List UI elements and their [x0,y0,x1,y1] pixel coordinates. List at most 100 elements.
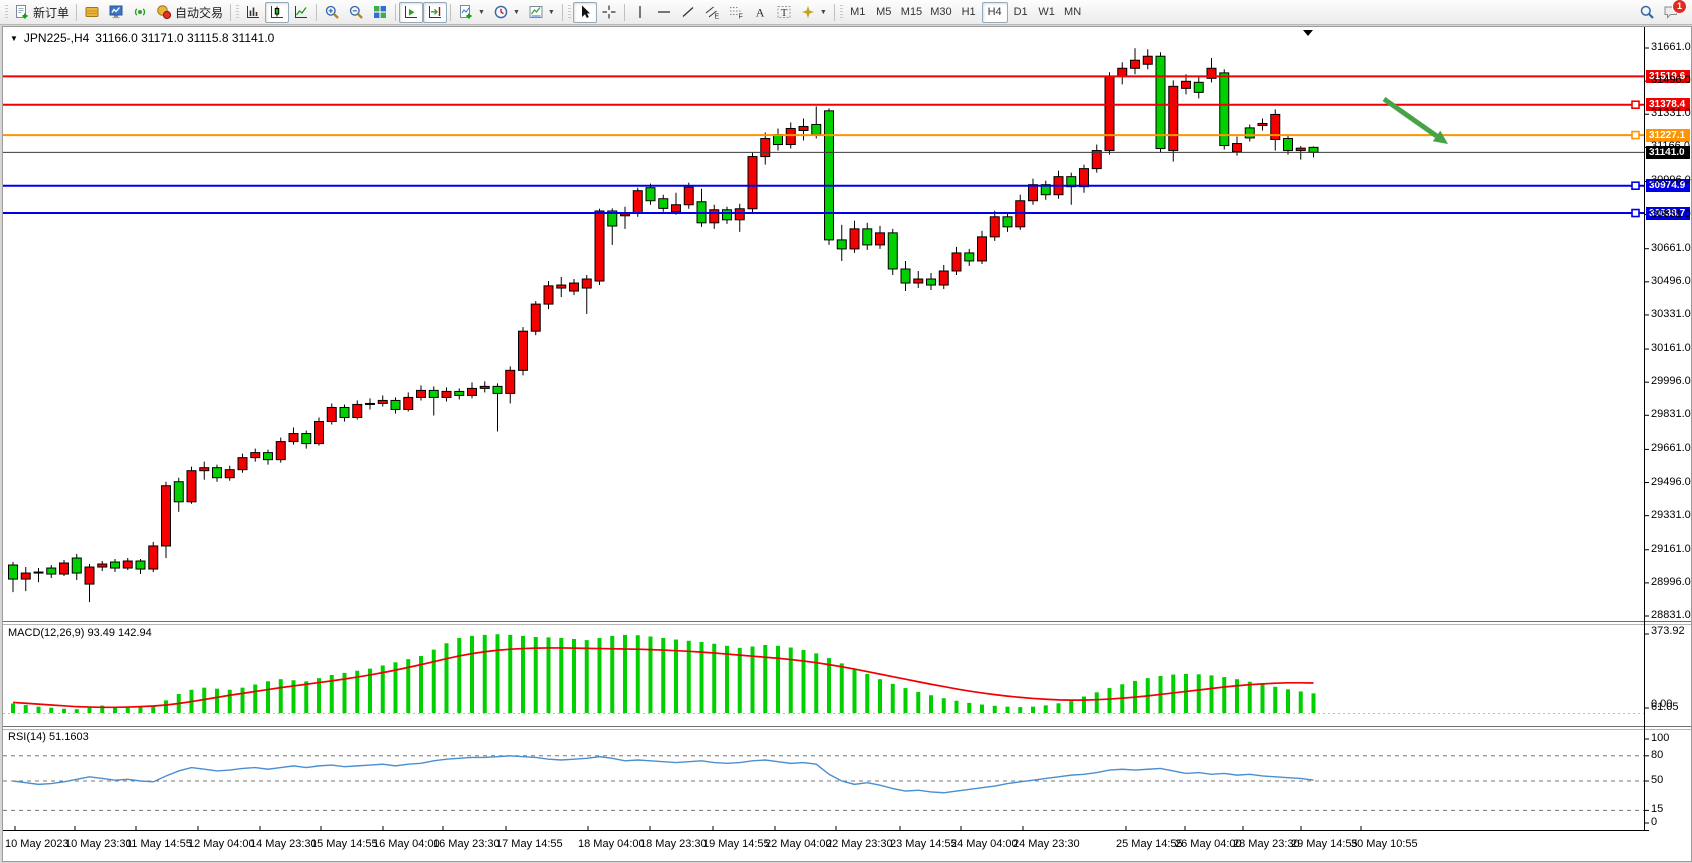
cursor-button[interactable] [572,1,597,23]
line-chart-button[interactable] [289,2,313,23]
price-line-label: 31378.4 [1646,98,1690,112]
fibonacci-button[interactable]: F [724,2,748,23]
timeframe-h1-button[interactable]: H1 [956,2,982,23]
time-axis-label: 15 May 14:55 [311,838,378,850]
auto-scroll-icon [405,6,418,18]
timeframe-d1-button[interactable]: D1 [1008,2,1034,23]
arrows-shapes-button[interactable]: ▼ [796,2,831,23]
dropdown-caret: ▼ [512,8,520,16]
price-line-label: 30838.7 [1646,206,1690,220]
cursor-icon [581,5,590,18]
time-axis-label: 28 May 23:30 [1233,838,1300,850]
price-tick-label: 31496.0 [1651,74,1691,87]
equidistant-channel-button[interactable]: E [700,2,724,23]
toolbar-grip [567,4,571,20]
text-label-button[interactable]: T [772,2,796,23]
market-watch-button[interactable] [80,2,104,23]
price-lines[interactable] [3,75,1644,218]
signal-icon [134,8,146,16]
new-order-label: 新订单 [33,5,70,20]
rsi-axis-label: 80 [1651,748,1664,761]
time-axis-label: 18 May 23:30 [640,838,707,850]
price-tick-label: 31331.0 [1651,107,1691,120]
zoom-out-button[interactable] [344,2,368,23]
crosshair-icon [602,5,616,19]
notifications-button[interactable]: 1 [1659,0,1687,23]
auto-scroll-button[interactable] [399,1,424,23]
price-line-label: 31519.6 [1646,69,1690,83]
price-ticks [1644,47,1649,824]
timeframe-m30-button[interactable]: M30 [926,2,955,23]
data-window-button[interactable] [104,2,128,23]
separator [316,3,318,21]
new-order-button[interactable]: 新订单 [10,2,73,23]
trend-arrow[interactable] [1382,96,1448,144]
price-line-label: 30974.9 [1646,179,1690,193]
autotrading-button[interactable]: 自动交易 [152,2,227,23]
toolbar: 新订单 自动交易 ▼ ▼ [0,0,1692,25]
time-axis-label: 25 May 14:55 [1116,838,1183,850]
timeframe-m5-button[interactable]: M5 [871,2,897,23]
time-axis-label: 22 May 23:30 [826,838,893,850]
chart-title-dropdown-icon[interactable]: ▼ [10,33,18,43]
timeframe-m15-button[interactable]: M15 [897,2,926,23]
chart-window: ▼ JPN225-,H4 31166.0 31171.0 31115.8 311… [2,26,1692,862]
rsi-axis-label: 50 [1651,774,1664,786]
timeframe-m1-button[interactable]: M1 [845,2,871,23]
time-axis-label: 19 May 14:55 [703,838,770,850]
price-tick-label: 29831.0 [1651,408,1691,421]
time-axis-label: 16 May 23:30 [433,838,500,850]
separator [450,3,452,21]
price-tick-label: 30661.0 [1651,241,1691,254]
timeframe-h4-button[interactable]: H4 [981,1,1008,23]
vertical-line-button[interactable] [628,2,652,23]
arrows-shapes-icon [801,6,814,18]
price-tick-label: 29331.0 [1651,508,1691,521]
new-order-icon [16,5,28,19]
horizontal-line-icon [657,11,670,13]
zoom-in-icon [325,5,339,19]
timeframe-mn-button[interactable]: MN [1060,2,1086,23]
chart-ohlc-values: 31166.0 31171.0 31115.8 31141.0 [95,31,275,45]
rsi-axis-label: 0 [1651,816,1658,828]
toolbar-grip [839,4,843,20]
time-axis[interactable]: 10 May 2023 10 May 23:30 11 May 14:55 12 Ma… [3,833,1691,855]
price-tick-label: 29496.0 [1651,475,1691,488]
search-button[interactable] [1635,2,1659,23]
line-handle [1631,100,1640,110]
text-label-icon: T [777,6,791,19]
trendline-button[interactable] [676,2,700,23]
chart-canvas[interactable] [3,27,1691,833]
chart-shift-icon [429,6,442,18]
price-axis[interactable]: 373.92 0.00 61.05 31519.6 31378.4 31227.1 3… [1645,27,1691,833]
bar-chart-icon [247,6,260,18]
bid-price-label: 31141.0 [1646,145,1690,159]
chart-shift-marker [1303,30,1313,36]
templates-button[interactable]: ▼ [524,2,559,23]
dropdown-caret: ▼ [478,8,485,16]
text-icon: A [756,6,765,20]
price-tick-label: 30496.0 [1651,274,1691,287]
periods-button[interactable]: ▼ [489,2,524,23]
tile-windows-button[interactable] [368,2,392,23]
rsi-indicator-label: RSI(14) 51.1603 [8,731,89,743]
price-line-label: 31227.1 [1646,128,1690,142]
strategy-signal-button[interactable] [128,2,152,23]
crosshair-button[interactable] [597,2,621,23]
time-axis-label: 16 May 04:00 [373,838,440,850]
separator [76,3,78,21]
time-axis-label: 24 May 23:30 [1013,838,1080,850]
horizontal-line-button[interactable] [652,2,676,23]
text-button[interactable]: A [748,2,772,23]
autotrading-icon [157,5,172,20]
macd-axis-zero-label: 0.00 [1651,698,1673,710]
timeframe-group: M1 M5 M15 M30 H1 H4 D1 W1 MN [845,1,1086,23]
time-axis-label: 29 May 14:55 [1291,838,1358,850]
bar-chart-button[interactable] [241,2,265,23]
candlestick-chart-button[interactable] [265,1,290,23]
zoom-in-button[interactable] [320,2,344,23]
timeframe-w1-button[interactable]: W1 [1034,2,1060,23]
indicators-button[interactable]: ▼ [454,2,489,23]
chart-shift-button[interactable] [423,1,448,23]
price-tick-label: 30161.0 [1651,342,1691,355]
